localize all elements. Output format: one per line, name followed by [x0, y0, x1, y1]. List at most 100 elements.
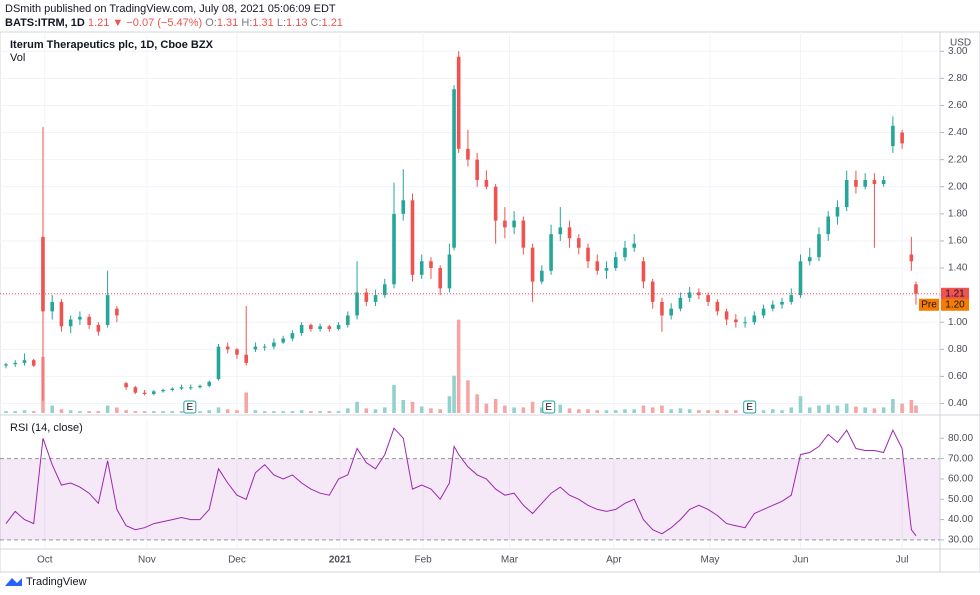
y-tick-label: 2.00: [948, 181, 968, 192]
volume-bar: [798, 396, 803, 413]
candle-body: [909, 254, 914, 262]
volume-bar: [235, 410, 239, 413]
last-price: 1.21: [88, 17, 109, 29]
candle-body: [549, 234, 553, 271]
earnings-label: E: [545, 402, 552, 413]
candle-body: [318, 326, 322, 329]
volume-bar: [78, 411, 82, 413]
x-tick-label: Dec: [228, 555, 246, 566]
volume-bar: [142, 411, 147, 413]
last-price-label: 1.21: [945, 288, 965, 299]
candle-body: [770, 304, 775, 309]
volume-bar: [115, 407, 119, 413]
candle-body: [807, 257, 812, 262]
candle-body: [669, 308, 673, 316]
logo-icon: [5, 578, 22, 586]
candle-body: [438, 268, 443, 289]
candle-body: [798, 261, 803, 296]
volume-bar: [872, 408, 877, 413]
candle-body: [429, 261, 433, 269]
candle-body: [124, 383, 128, 388]
volume-bar: [817, 405, 821, 413]
rsi-line: [5, 427, 917, 537]
y-tick-label: 0.40: [948, 398, 968, 409]
candle-body: [13, 362, 18, 365]
candle-body: [31, 360, 36, 366]
volume-bar: [96, 411, 101, 413]
volume-bar: [299, 410, 304, 413]
volume-bar: [595, 410, 600, 413]
candle-body: [641, 261, 646, 282]
rsi-band: [0, 458, 940, 540]
candle-body: [576, 238, 581, 248]
volume-bar: [456, 319, 461, 413]
volume-bar: [346, 408, 350, 413]
rsi-title: RSI (14, close): [10, 422, 83, 434]
last-price-tag: [941, 287, 969, 300]
earnings-label: E: [187, 402, 194, 413]
volume-bar: [22, 410, 27, 413]
candle-body: [872, 179, 877, 185]
candle-body: [512, 220, 516, 228]
x-tick-label: Nov: [138, 555, 156, 566]
volume-bar: [290, 411, 295, 413]
y-tick-label: 1.40: [948, 263, 968, 274]
candle-body: [281, 338, 285, 343]
x-tick-label: Feb: [414, 555, 432, 566]
volume-bar: [68, 410, 73, 413]
volume-bar: [336, 411, 341, 413]
volume-bar: [124, 410, 128, 413]
candle-body: [521, 220, 526, 248]
volume-bar: [87, 411, 91, 413]
candle-body: [484, 179, 489, 187]
candle-body: [410, 200, 415, 275]
candle-body: [914, 284, 918, 294]
candle-body: [623, 247, 627, 258]
candle-body: [198, 385, 202, 388]
candle-body: [133, 387, 138, 393]
volume-bar: [780, 410, 784, 413]
y-tick-label: 1.00: [948, 317, 968, 328]
volume-bar: [466, 380, 470, 413]
plot-layer: Oct Nov Dec 2021 Feb Mar Apr May Jun Jul 0.40 0.60 0…: [0, 32, 973, 566]
volume-bar: [521, 407, 526, 413]
y-tick-label: 0.60: [948, 371, 968, 382]
volume-bar: [493, 399, 498, 413]
x-tick-label: May: [701, 555, 720, 566]
ohlc-value: 1.13: [286, 17, 307, 29]
candle-body: [59, 301, 64, 327]
candle-body: [715, 301, 720, 312]
y-tick-label: 2.20: [948, 154, 968, 165]
brand-name[interactable]: TradingView: [26, 576, 87, 588]
volume-bar: [881, 407, 886, 413]
candle-body: [161, 389, 165, 392]
volume-bar: [272, 411, 276, 413]
publisher-line: DSmith published on TradingView.com, Jul…: [5, 3, 336, 15]
candle-body: [336, 324, 341, 329]
candle-body: [826, 216, 831, 235]
candle-body: [835, 207, 840, 217]
candle-body: [456, 56, 461, 149]
ohlc-value: 1.21: [322, 17, 343, 29]
volume-bar: [452, 375, 456, 413]
volume-bar: [687, 409, 692, 413]
x-tick-label: Apr: [606, 555, 622, 566]
ohlc-value: 1.31: [217, 17, 238, 29]
candle-body: [854, 179, 858, 187]
candle-body: [262, 346, 267, 348]
y-tick-label: 50.00: [948, 494, 973, 505]
volume-bar: [207, 410, 212, 413]
volume-bar: [650, 407, 655, 413]
volume-bar: [364, 408, 369, 413]
candle-body: [632, 243, 637, 248]
earnings-marker: [542, 400, 556, 414]
ohlc-key: L:: [277, 17, 286, 29]
volume-bar: [826, 404, 831, 413]
y-tick-label: 40.00: [948, 514, 973, 525]
volume-bar: [31, 411, 36, 413]
volume-bar: [863, 407, 867, 413]
volume-bar: [309, 411, 313, 413]
volume-bar: [715, 410, 720, 413]
volume-bar: [641, 405, 646, 413]
